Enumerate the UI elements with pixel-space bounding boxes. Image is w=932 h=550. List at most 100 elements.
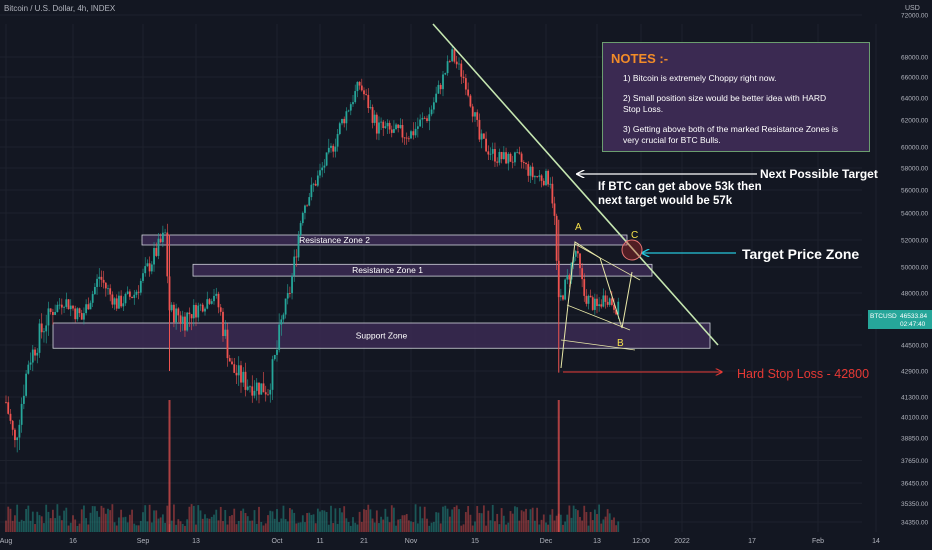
candle-body	[67, 299, 70, 310]
candle-body	[25, 373, 27, 396]
volume-bar	[574, 508, 577, 532]
volume-bar	[511, 513, 514, 532]
candle-body	[354, 91, 357, 103]
candle-body	[458, 63, 460, 65]
candle-body	[401, 124, 404, 138]
candle-body	[231, 361, 233, 365]
x-tick-label: Oct	[272, 538, 283, 545]
candle-body	[525, 162, 527, 165]
volume-bar	[338, 508, 341, 532]
volume-bar	[107, 508, 109, 532]
x-tick-label: Dec	[540, 538, 553, 545]
candle-body	[93, 286, 96, 295]
volume-bar	[604, 516, 607, 532]
candle-body	[338, 123, 341, 135]
volume-bar	[347, 522, 350, 532]
volume-bar	[487, 510, 490, 532]
candle-body	[531, 166, 534, 178]
candle-body	[190, 314, 193, 319]
candle-body	[446, 61, 449, 74]
candle-body	[334, 146, 337, 152]
y-tick-label: 35350.00	[901, 501, 928, 508]
candle-body	[18, 424, 21, 438]
candle-body	[45, 325, 48, 332]
candle-body	[384, 126, 387, 129]
volume-bar	[131, 509, 133, 532]
volume-bar	[426, 518, 428, 532]
volume-bar	[14, 515, 16, 532]
volume-bar	[231, 515, 233, 532]
volume-bar	[52, 509, 54, 532]
abc-pattern	[560, 241, 641, 369]
candle-body	[471, 106, 474, 117]
volume-bar	[87, 524, 90, 532]
candle-body	[170, 304, 173, 311]
volume-bar	[423, 506, 426, 532]
candle-body	[405, 137, 408, 139]
candle-body	[139, 280, 142, 293]
candle-body	[585, 295, 588, 304]
zone-label: Support Zone	[356, 331, 408, 341]
candle-body	[286, 293, 289, 299]
volume-bar	[553, 520, 556, 532]
candle-body	[284, 298, 287, 315]
time-axis[interactable]: Aug 16 Sep 13 Oct 11 21 Nov 15 Dec 13 12:00 2022 17 Fe…	[0, 538, 880, 545]
volume-bar	[585, 511, 588, 532]
volume-bar	[133, 523, 136, 532]
price-axis[interactable]: 72000.00 68000.00 66000.00 64000.00 62000.00…	[901, 13, 928, 527]
volume-bar	[373, 522, 376, 532]
volume-bar	[118, 517, 120, 532]
volume-bar	[5, 520, 7, 532]
volume-bar	[419, 506, 422, 532]
volume-bar	[38, 515, 41, 532]
volume-bar	[139, 520, 142, 532]
candle-body	[371, 107, 374, 123]
candle-body	[262, 383, 265, 393]
zone-rect	[141, 234, 628, 246]
volume-bar	[505, 524, 507, 532]
candle-body	[96, 278, 98, 287]
volume-bar	[358, 511, 361, 532]
notes-box: NOTES :- 1) Bitcoin is extremely Choppy …	[602, 42, 870, 152]
volume-bar	[282, 505, 285, 532]
candle-body	[199, 304, 202, 306]
candle-body	[529, 166, 532, 176]
volume-bar	[538, 524, 541, 532]
candle-body	[208, 299, 211, 304]
volume-bar	[388, 522, 391, 532]
volume-bar	[213, 514, 215, 532]
volume-bar	[201, 518, 204, 532]
y-tick-label: 41300.00	[901, 395, 928, 402]
volume-bar	[502, 515, 505, 532]
candle-body	[52, 311, 54, 315]
candle-body	[146, 263, 149, 267]
candle-body	[306, 205, 308, 207]
candle-body	[399, 124, 402, 128]
candle-body	[249, 386, 251, 388]
volume-bar	[251, 520, 254, 532]
volume-bar	[551, 509, 554, 532]
y-tick-label: 60000.00	[901, 145, 928, 152]
volume-bar	[608, 513, 611, 532]
candle-body	[184, 316, 186, 331]
volume-bar	[583, 505, 586, 532]
candle-body	[498, 151, 501, 163]
volume-bar	[148, 504, 151, 532]
volume-bar	[467, 506, 470, 532]
volume-bar	[153, 510, 155, 532]
candle-body	[14, 429, 16, 441]
volume-bar	[58, 515, 61, 532]
candle-body	[166, 232, 169, 277]
volume-bar	[458, 509, 460, 532]
y-tick-label: 56000.00	[901, 188, 928, 195]
volume-bar	[113, 522, 116, 532]
candle-body	[360, 85, 363, 91]
descending-trendline[interactable]	[432, 23, 719, 346]
candle-body	[131, 296, 133, 298]
candle-body	[308, 197, 311, 206]
candles	[5, 44, 620, 453]
candle-body	[240, 365, 242, 383]
candle-body	[87, 304, 90, 310]
volume-bar	[304, 522, 306, 532]
volume-bar	[22, 520, 25, 532]
